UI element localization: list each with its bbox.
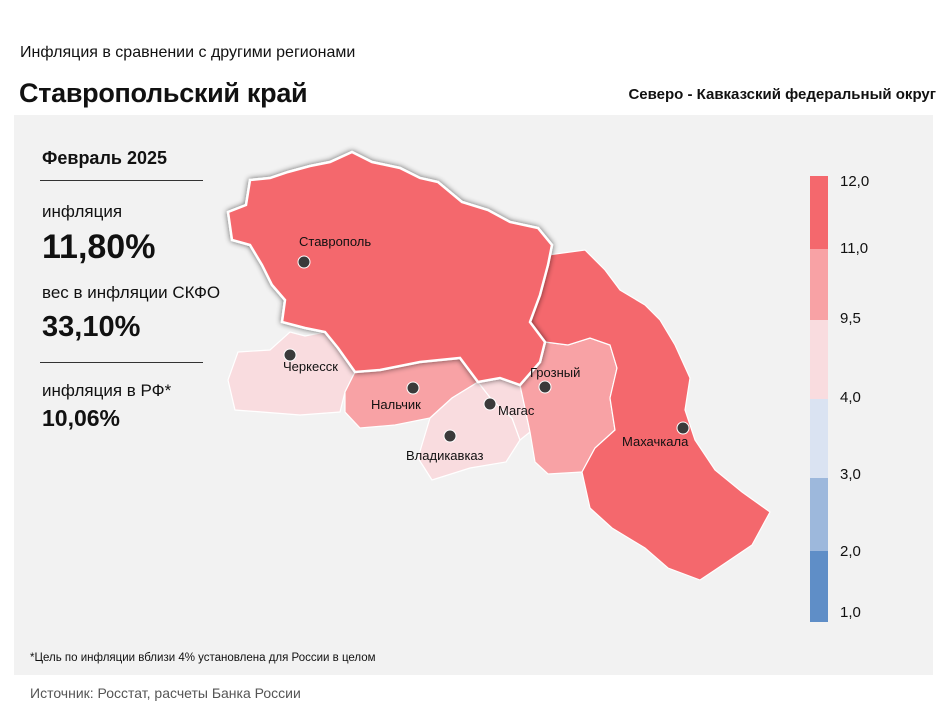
rf-inflation-value: 10,06% — [42, 405, 121, 431]
legend-swatch-9_5-11 — [810, 249, 828, 320]
divider-top — [40, 180, 203, 181]
legend-label-2: 2,0 — [840, 543, 861, 560]
legend-swatch-11-12 — [810, 176, 828, 249]
weight-value: 33,10% — [42, 311, 141, 343]
region-dagestan — [529, 249, 771, 581]
color-scale-legend — [810, 176, 828, 622]
footnote: *Цель по инфляции вблизи 4% установлена … — [30, 652, 376, 664]
city-grozny: Грозный — [530, 365, 580, 394]
legend-label-4: 4,0 — [840, 389, 861, 406]
weight-label: вес в инфляции СКФО — [42, 283, 221, 302]
city-label-stavropol: Ставрополь — [299, 234, 371, 249]
city-nalchik: Нальчик — [371, 381, 421, 412]
inflation-label: инфляция — [42, 202, 123, 221]
legend-label-3: 3,0 — [840, 466, 861, 483]
city-label-cherkessk: Черкесск — [283, 359, 338, 374]
city-label-makhachkala: Махачкала — [622, 434, 689, 449]
legend-swatch-3-4 — [810, 399, 828, 478]
inflation-value: 11,80% — [42, 228, 156, 266]
city-stavropol: Ставрополь — [297, 234, 371, 269]
period-label: Февраль 2025 — [42, 148, 167, 168]
federal-district-label: Северо - Кавказский федеральный округ — [628, 86, 936, 103]
legend-label-11: 11,0 — [840, 240, 869, 257]
source-note: Источник: Росстат, расчеты Банка России — [30, 685, 301, 701]
legend-swatch-4-9_5 — [810, 320, 828, 399]
region-title: Ставропольский край — [19, 78, 308, 108]
city-label-grozny: Грозный — [530, 365, 580, 380]
region-stavropol — [226, 150, 554, 387]
city-label-nalchik: Нальчик — [371, 397, 421, 412]
city-vladikavkaz: Владикавказ — [406, 429, 484, 463]
legend-label-12: 12,0 — [840, 173, 870, 190]
city-makhachkala: Махачкала — [622, 421, 690, 449]
divider-bottom — [40, 362, 203, 363]
chart-subtitle: Инфляция в сравнении с другими регионами — [20, 44, 356, 61]
legend-swatch-1-2 — [810, 551, 828, 622]
city-magas: Магас — [483, 397, 535, 418]
rf-inflation-label: инфляция в РФ* — [42, 381, 172, 400]
city-label-vladikavkaz: Владикавказ — [406, 448, 484, 463]
legend-swatch-2-3 — [810, 478, 828, 551]
city-label-magas: Магас — [498, 403, 535, 418]
legend-label-9_5: 9,5 — [840, 310, 861, 327]
city-cherkessk: Черкесск — [283, 348, 338, 374]
legend-label-1: 1,0 — [840, 604, 861, 621]
